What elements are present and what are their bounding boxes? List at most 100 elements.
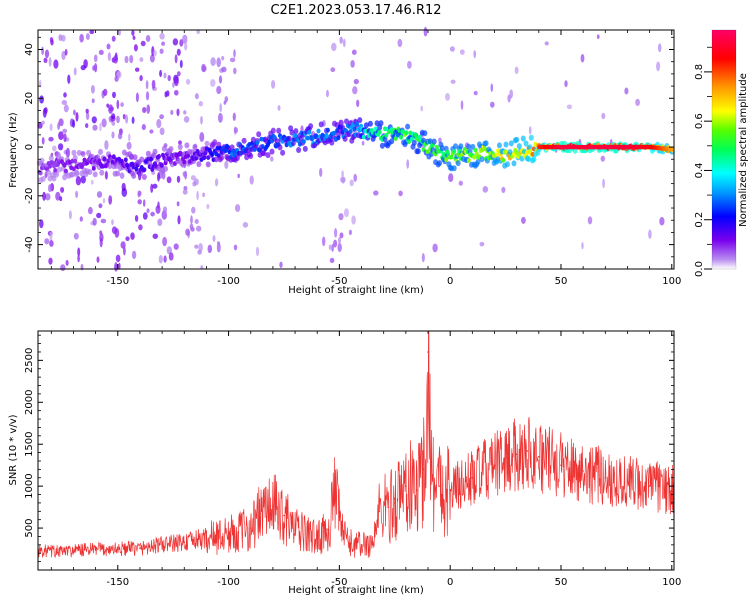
- spectral-blob: [333, 239, 338, 248]
- spectral-blob: [172, 38, 179, 46]
- spectral-blob: [40, 175, 46, 182]
- spectral-blob: [269, 148, 275, 155]
- spectral-blob: [79, 33, 84, 43]
- spectral-blob: [527, 144, 533, 151]
- spectral-blob: [71, 166, 76, 172]
- spectral-blob: [179, 59, 183, 69]
- spectral-blob: [77, 254, 80, 263]
- snr-point: [349, 542, 352, 544]
- spectral-blob: [39, 95, 45, 104]
- spectral-blob: [219, 154, 224, 161]
- spectral-blob: [61, 100, 68, 105]
- y-tick-label: 0: [24, 144, 35, 150]
- snr-point: [261, 510, 263, 513]
- spectral-blob: [490, 101, 495, 108]
- spectral-blob: [116, 71, 122, 79]
- spectral-blob: [61, 50, 66, 60]
- snr-point: [272, 505, 274, 508]
- colorbar-frame: [711, 29, 737, 270]
- spectral-blob: [159, 48, 164, 54]
- spectral-blob: [162, 236, 168, 247]
- spectral-blob: [407, 60, 412, 69]
- spectral-blob: [170, 109, 174, 116]
- spectral-blob: [301, 139, 306, 145]
- spectral-blob: [270, 127, 276, 134]
- spectral-blob: [185, 78, 191, 85]
- spectral-blob: [104, 170, 108, 180]
- spectral-blob: [496, 142, 502, 149]
- spectral-blob: [93, 54, 98, 63]
- spectral-blob: [174, 89, 179, 96]
- spectral-blob: [77, 247, 81, 257]
- spectral-blob: [378, 120, 384, 127]
- spectral-blob: [62, 162, 67, 168]
- spectral-blob: [329, 139, 335, 146]
- spectral-blob: [212, 139, 218, 146]
- spectral-blob: [397, 38, 403, 48]
- spectral-blob: [91, 98, 95, 104]
- spectral-blob: [272, 135, 277, 140]
- spectral-blob: [221, 55, 225, 61]
- spectral-blob: [374, 120, 380, 127]
- spectral-blob: [342, 135, 348, 142]
- spectral-blob: [199, 132, 205, 142]
- spectral-blob: [415, 148, 421, 155]
- spectral-blob: [338, 119, 344, 126]
- colorbar-tick-label: 0.0: [694, 261, 705, 277]
- snr-point: [526, 450, 529, 452]
- spectral-blob: [124, 55, 129, 64]
- spectral-blob: [280, 149, 286, 156]
- spectral-blob: [85, 33, 90, 41]
- spectral-blob: [224, 96, 229, 103]
- spectral-blob: [57, 122, 61, 130]
- spectral-blob: [179, 39, 184, 47]
- spectral-blob: [139, 75, 143, 82]
- spectral-blob: [74, 169, 80, 176]
- spectral-blob: [249, 175, 254, 185]
- snr-point: [493, 464, 496, 467]
- spectral-blob: [173, 243, 179, 250]
- spectral-blob: [420, 105, 423, 112]
- spectral-blob: [114, 228, 120, 238]
- spectral-blob: [178, 140, 182, 145]
- spectral-blob: [183, 185, 188, 191]
- spectral-blob: [521, 216, 526, 224]
- spectral-blob: [351, 49, 357, 55]
- y-tick-label: 2500: [24, 348, 35, 373]
- spectral-blob: [44, 238, 50, 245]
- spectral-blob: [318, 121, 324, 128]
- spectral-blob: [501, 186, 506, 193]
- spectral-blob: [353, 173, 357, 182]
- spectral-blob: [352, 86, 358, 95]
- spectral-blob: [341, 170, 344, 178]
- colorbar-gradient: [712, 30, 736, 269]
- spectral-blob: [106, 43, 111, 50]
- spectral-blob: [126, 141, 132, 150]
- spectral-blob: [48, 136, 54, 142]
- spectral-blob: [564, 80, 568, 88]
- spectral-blob: [202, 192, 205, 198]
- spectral-blob: [224, 160, 229, 169]
- spectral-blob: [142, 167, 147, 173]
- figure-title: C2E1.2023.053.17.46.R12: [270, 3, 441, 18]
- spectral-blob: [67, 74, 71, 84]
- spectral-blob: [198, 101, 203, 107]
- spectral-blob: [68, 210, 72, 220]
- spectral-blob: [159, 69, 163, 78]
- spectral-blob: [344, 118, 349, 125]
- snr-plot-frame: [37, 330, 675, 571]
- snr-point: [161, 544, 163, 546]
- spectral-blob: [581, 242, 584, 250]
- spectral-blob: [161, 145, 167, 152]
- spectral-blob: [234, 155, 240, 161]
- snr-point: [316, 537, 319, 539]
- spectral-blob: [140, 40, 146, 47]
- spectral-blob: [656, 61, 661, 72]
- spectral-blob: [177, 144, 183, 150]
- spectral-blob: [307, 129, 312, 135]
- spectral-blob: [155, 205, 161, 214]
- spectral-blob: [52, 163, 56, 169]
- spectral-blob: [223, 148, 228, 154]
- spectral-blob: [475, 158, 481, 165]
